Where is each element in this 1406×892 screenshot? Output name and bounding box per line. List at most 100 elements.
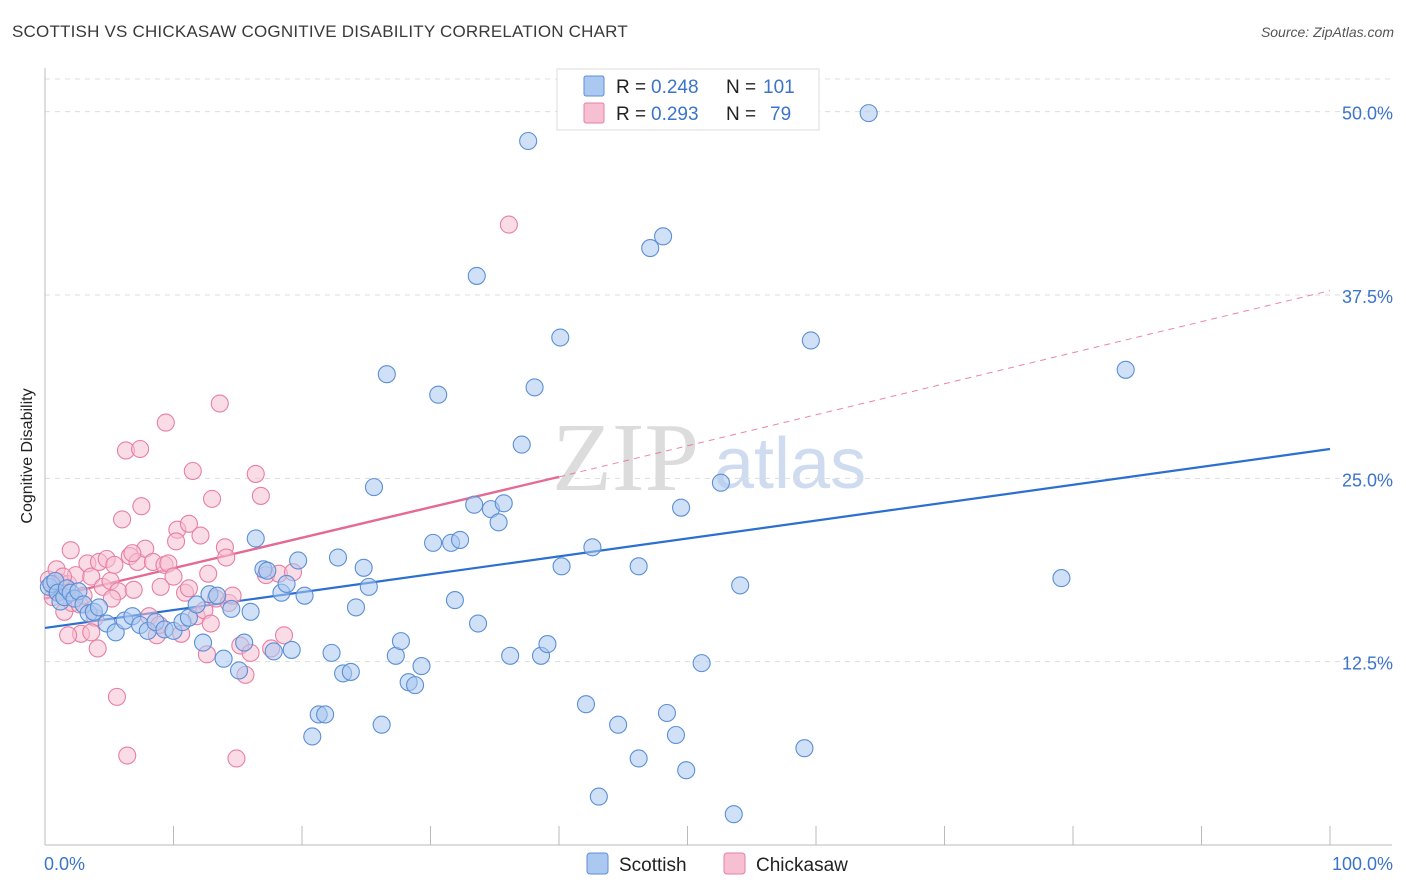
point-scottish [246, 529, 265, 548]
y-tick-label: 12.5% [1342, 654, 1393, 674]
legend-swatch-chickasaw [583, 102, 605, 124]
point-scottish [214, 649, 233, 668]
point-scottish [316, 705, 335, 724]
point-chickasaw [246, 464, 265, 483]
point-scottish [666, 725, 685, 745]
point-chickasaw [251, 486, 270, 505]
point-scottish [377, 365, 396, 384]
point-scottish [264, 642, 283, 661]
point-chickasaw [179, 514, 198, 533]
point-chickasaw [59, 626, 78, 645]
point-scottish [654, 227, 673, 246]
point-scottish [711, 473, 730, 492]
legend-stats: R = 0.248 N = 101 R = 0.293 N = 79 [556, 68, 820, 131]
point-scottish [359, 577, 378, 596]
point-scottish [641, 239, 660, 258]
point-chickasaw [107, 687, 127, 706]
point-scottish [429, 385, 448, 404]
point-scottish [295, 586, 314, 605]
point-chickasaw [151, 577, 170, 596]
point-chickasaw [183, 461, 202, 481]
point-chickasaw [82, 567, 101, 586]
point-chickasaw [113, 510, 132, 529]
point-scottish [222, 599, 241, 618]
x-tick-label: 100.0% [1332, 854, 1393, 874]
trend-line-scottish [44, 447, 1331, 630]
trend-extension-chickasaw [558, 290, 1331, 478]
point-scottish [424, 533, 443, 552]
point-scottish [89, 598, 109, 617]
y-tick-label: 50.0% [1342, 104, 1393, 124]
point-scottish [346, 598, 366, 617]
point-scottish [258, 561, 277, 580]
watermark: ZIP atlas [552, 404, 866, 512]
watermark-zip: ZIP [552, 404, 699, 512]
legend-bottom-chickasaw: Chickasaw [756, 855, 848, 876]
legend-swatch-scottish [583, 75, 605, 97]
point-chickasaw [191, 526, 210, 545]
point-scottish [551, 328, 570, 347]
legend-n-label: N = [726, 77, 756, 98]
legend-bottom-swatch-chickasaw [723, 852, 746, 875]
point-chickasaw [167, 532, 186, 551]
grid [45, 78, 1392, 663]
point-scottish [465, 495, 484, 514]
point-scottish [451, 530, 470, 549]
data-points [39, 104, 1135, 824]
point-scottish [1052, 569, 1071, 588]
point-chickasaw [201, 614, 220, 633]
point-scottish [629, 749, 648, 768]
legend-chickasaw-r: 0.293 [651, 104, 699, 125]
legend-scottish-n: 101 [763, 77, 795, 98]
legend-series: Scottish Chickasaw [586, 852, 848, 876]
point-scottish [629, 557, 648, 576]
point-scottish [519, 131, 538, 151]
point-chickasaw [164, 567, 183, 586]
point-scottish [677, 761, 696, 780]
point-scottish [303, 727, 322, 746]
axes [44, 68, 1392, 846]
point-chickasaw [156, 413, 175, 432]
point-chickasaw [217, 548, 236, 567]
point-scottish [731, 576, 750, 595]
point-scottish [328, 548, 348, 567]
point-scottish [494, 494, 513, 513]
x-tick-label: 0.0% [44, 854, 85, 874]
point-scottish [576, 695, 596, 714]
point-scottish [859, 104, 878, 123]
point-scottish [277, 574, 296, 593]
point-scottish [229, 661, 249, 680]
point-scottish [289, 551, 308, 570]
point-chickasaw [179, 579, 198, 598]
point-scottish [364, 478, 384, 497]
point-chickasaw [210, 394, 229, 413]
point-scottish [512, 435, 531, 454]
point-scottish [525, 378, 544, 397]
point-scottish [692, 654, 711, 673]
y-tick-label: 25.0% [1342, 470, 1393, 490]
point-scottish [583, 538, 602, 557]
point-scottish [489, 513, 508, 532]
legend-scottish-r: 0.248 [651, 77, 699, 98]
point-scottish [1116, 360, 1135, 379]
point-scottish [724, 805, 743, 824]
point-scottish [468, 614, 488, 633]
point-chickasaw [61, 541, 80, 560]
tick-labels: 12.5% 25.0% 37.5% 50.0% 0.0% 100.0% [44, 104, 1393, 874]
point-scottish [354, 558, 373, 577]
point-chickasaw [105, 555, 124, 574]
point-chickasaw [274, 626, 294, 645]
point-scottish [341, 662, 360, 681]
point-scottish [795, 739, 814, 758]
point-scottish [391, 632, 410, 651]
point-chickasaw [82, 623, 101, 642]
point-scottish [552, 557, 571, 576]
point-chickasaw [199, 564, 218, 583]
point-chickasaw [118, 746, 137, 765]
point-scottish [208, 586, 227, 605]
point-scottish [538, 635, 557, 654]
point-scottish [445, 591, 464, 610]
source-label: Source: ZipAtlas.com [1260, 24, 1394, 40]
point-scottish [187, 595, 206, 614]
point-scottish [501, 646, 520, 665]
